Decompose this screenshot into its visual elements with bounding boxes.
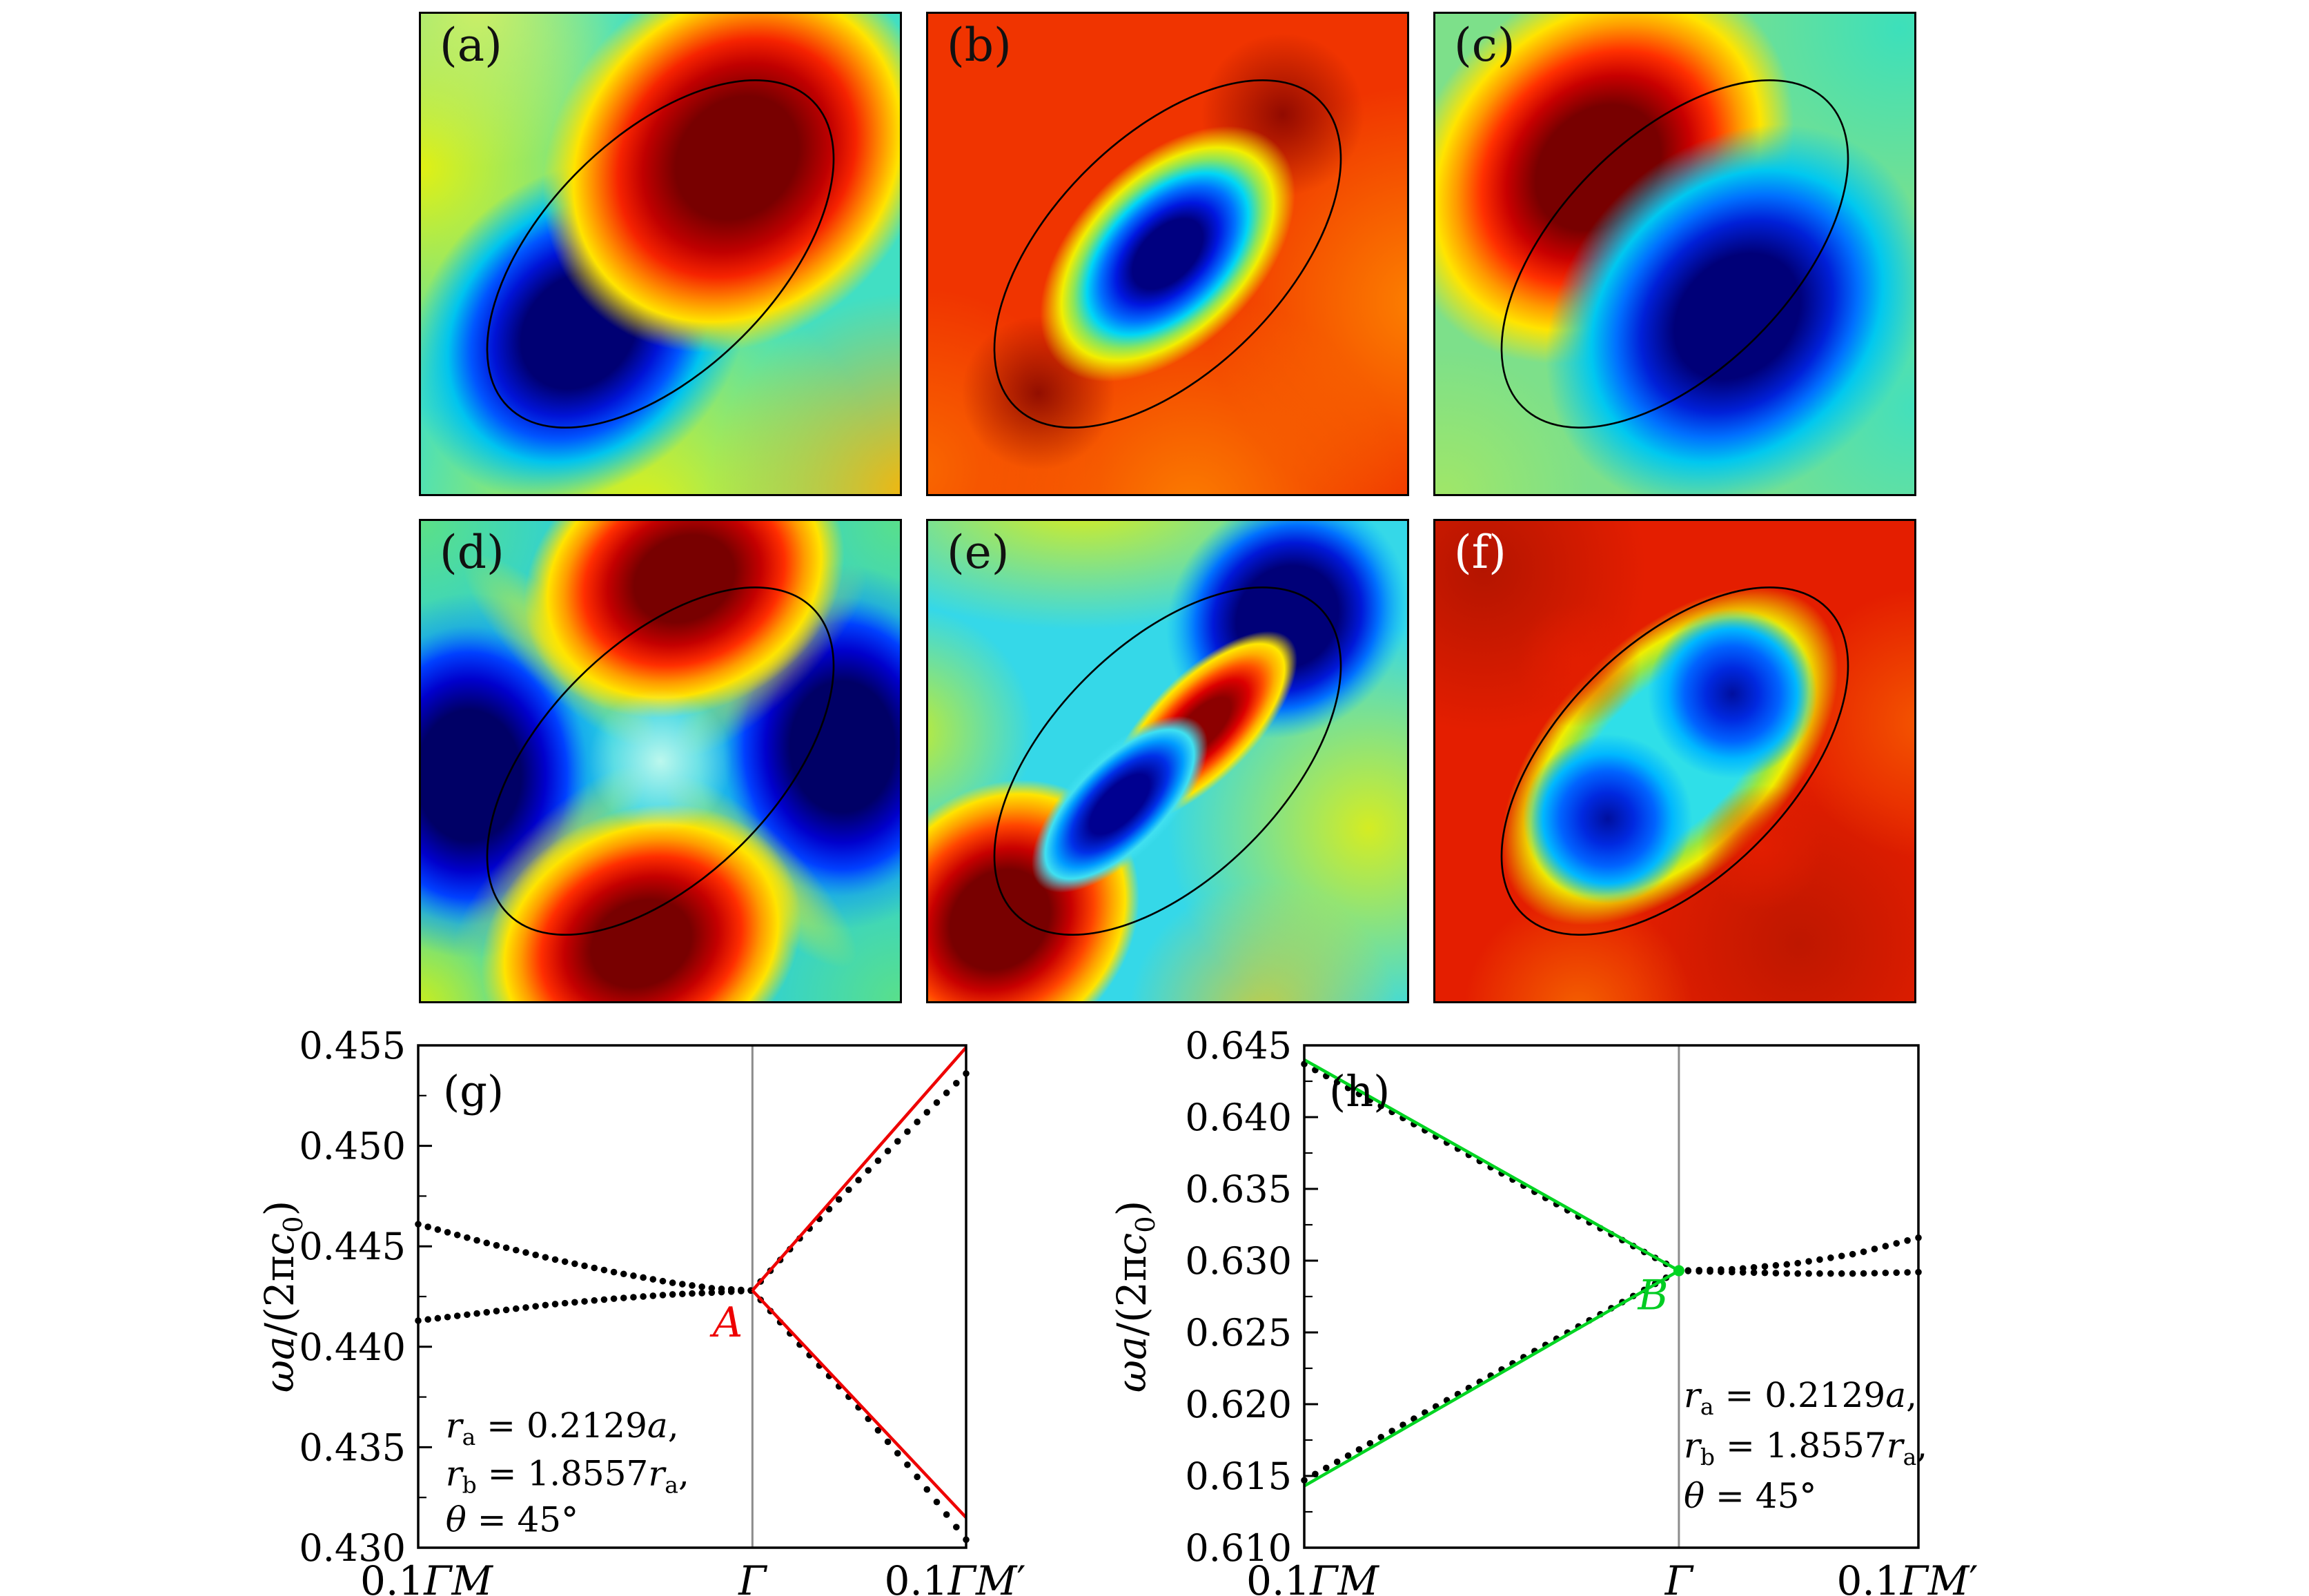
- annotation-line-g-0: ra = 0.2129a,: [446, 1406, 679, 1450]
- y-tick-label: 0.635: [1185, 1168, 1292, 1211]
- y-axis-label-g: ωa/(2πc0): [256, 1201, 309, 1393]
- rod-ellipse-outline-f: [1500, 586, 1849, 936]
- plot-label-g: (g): [443, 1066, 504, 1116]
- field-map-panel-e: (e): [926, 519, 1409, 1003]
- field-map-svg-e: [928, 521, 1407, 1001]
- panel-label-e: (e): [947, 526, 1010, 579]
- y-tick-label: 0.455: [299, 1024, 406, 1067]
- field-map-svg-a: [421, 14, 900, 494]
- x-tick-label-g-1: Γ: [738, 1557, 767, 1596]
- field-map-art-e: [926, 519, 1409, 1003]
- y-tick-label: 0.630: [1185, 1239, 1292, 1283]
- x-tick-label-h-1: Γ: [1664, 1557, 1694, 1596]
- rod-ellipse-outline-c: [1500, 79, 1849, 429]
- field-map-svg-f: [1435, 521, 1914, 1001]
- field-map-panel-c: (c): [1433, 12, 1916, 496]
- panel-label-f: (f): [1454, 526, 1506, 579]
- annotation-line-g-2: θ = 45°: [446, 1500, 578, 1540]
- plot-label-h: (h): [1329, 1066, 1390, 1116]
- panel-label-a: (a): [440, 19, 502, 72]
- rod-ellipse-outline-d: [486, 586, 835, 936]
- y-tick-label: 0.625: [1185, 1311, 1292, 1354]
- x-tick-label-h-0: 0.1ΓM: [1246, 1557, 1379, 1596]
- y-tick-label: 0.450: [299, 1125, 406, 1168]
- panel-label-b: (b): [947, 19, 1012, 72]
- y-tick-label: 0.610: [1185, 1526, 1292, 1570]
- annotation-line-g-1: rb = 1.8557ra,: [446, 1454, 689, 1499]
- plot-frame-h: [1303, 1044, 1920, 1549]
- x-tick-label-h-2: 0.1ΓM′: [1836, 1557, 1978, 1596]
- y-axis-ticks-g: 0.455 0.450 0.445 0.440 0.435 0.430: [299, 1024, 432, 1570]
- annotation-line-h-0: ra = 0.2129a,: [1684, 1375, 1917, 1420]
- panel-label-c: (c): [1454, 19, 1515, 72]
- y-tick-label: 0.640: [1185, 1096, 1292, 1139]
- field-map-panel-b: (b): [926, 12, 1409, 496]
- field-map-art-f: [1433, 519, 1916, 1003]
- field-map-art-c: [1433, 12, 1916, 496]
- y-axis-label-h: ωa/(2πc0): [1108, 1201, 1161, 1393]
- field-map-panel-a: (a): [419, 12, 902, 496]
- x-tick-label-g-0: 0.1ΓM: [360, 1557, 493, 1596]
- degeneracy-point-label-h: B: [1637, 1272, 1668, 1320]
- field-map-panel-f: (f): [1433, 519, 1916, 1003]
- fit-line-h-0: [1303, 1058, 1680, 1272]
- field-map-svg-b: [928, 14, 1407, 494]
- y-tick-label: 0.430: [299, 1526, 406, 1570]
- fit-line-h-1: [1303, 1269, 1680, 1488]
- chart-h: 0.645 0.640 0.635 0.630 0.625 0.620 0.615 0.610…: [1108, 1024, 1978, 1596]
- y-tick-label: 0.620: [1185, 1383, 1292, 1426]
- field-map-art-b: [926, 12, 1409, 496]
- rod-ellipse-outline-b: [993, 79, 1342, 429]
- y-tick-label: 0.435: [299, 1426, 406, 1469]
- fit-line-g-0: [751, 1046, 967, 1292]
- y-tick-label: 0.645: [1185, 1024, 1292, 1067]
- y-tick-label: 0.440: [299, 1326, 406, 1369]
- field-map-art-a: [419, 12, 902, 496]
- rod-ellipse-outline-a: [486, 79, 835, 429]
- y-tick-label: 0.445: [299, 1225, 406, 1268]
- panel-label-d: (d): [440, 526, 504, 579]
- y-axis-ticks-h: 0.645 0.640 0.635 0.630 0.625 0.620 0.615 0.610: [1185, 1024, 1318, 1570]
- degeneracy-point-label-g: A: [709, 1299, 743, 1347]
- field-map-art-d: [419, 519, 902, 1003]
- field-map-svg-c: [1435, 14, 1914, 494]
- y-tick-label: 0.615: [1185, 1455, 1292, 1498]
- degeneracy-marker-h: [1673, 1265, 1684, 1277]
- annotation-line-h-2: θ = 45°: [1684, 1476, 1816, 1516]
- annotation-line-h-1: rb = 1.8557ra,: [1684, 1426, 1927, 1470]
- fit-line-g-1: [751, 1289, 967, 1519]
- field-map-panel-d: (d): [419, 519, 902, 1003]
- x-tick-label-g-2: 0.1ΓM′: [884, 1557, 1025, 1596]
- field-map-svg-d: [421, 521, 900, 1001]
- chart-g: 0.455 0.450 0.445 0.440 0.435 0.430 (g) 0.1ΓM Γ 0…: [256, 1024, 1026, 1596]
- band-dots-g-lower: [415, 1287, 970, 1544]
- plot-frame-g: [417, 1044, 967, 1549]
- rod-ellipse-outline-e: [993, 586, 1342, 936]
